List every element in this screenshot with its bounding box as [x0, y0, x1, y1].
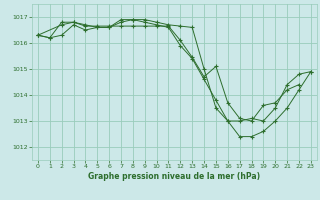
X-axis label: Graphe pression niveau de la mer (hPa): Graphe pression niveau de la mer (hPa): [88, 172, 260, 181]
